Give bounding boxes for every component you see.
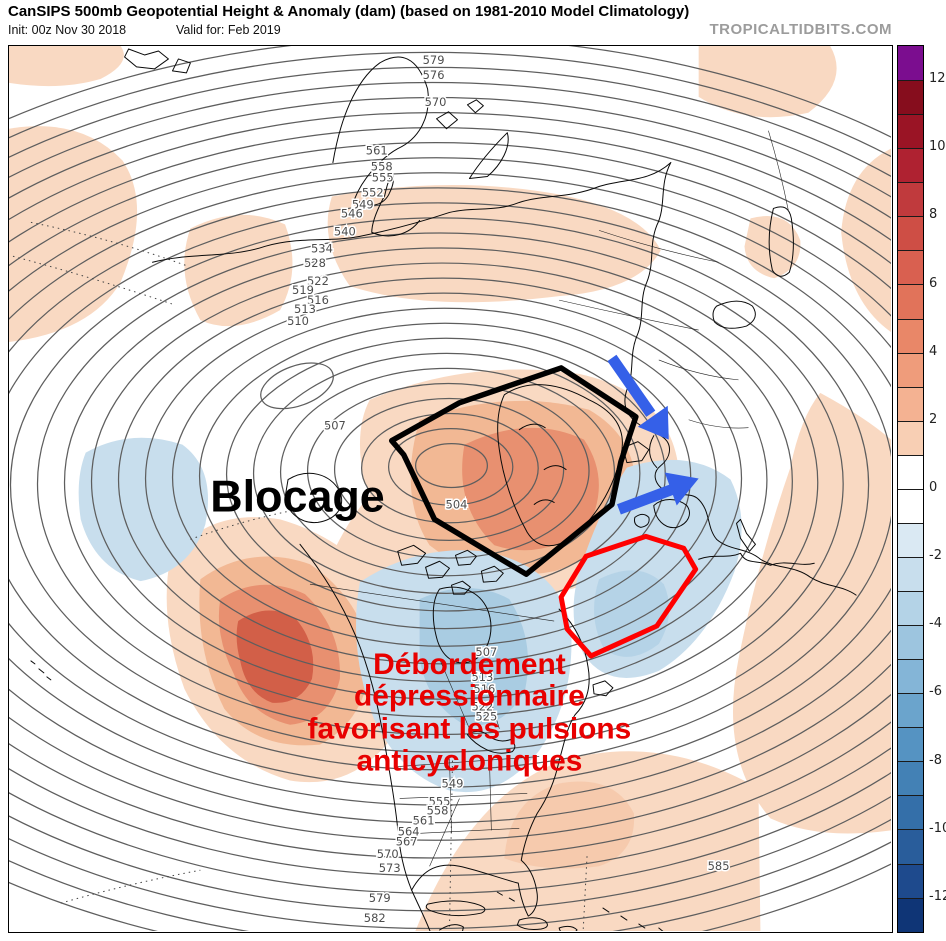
red-note-text: Débordement dépressionnaire favorisant l…: [308, 648, 632, 778]
depression-outline: [558, 533, 699, 659]
closed-low-contour: [260, 362, 334, 410]
colorbar-tick-label: -4: [929, 616, 942, 632]
init-time: Init: 00z Nov 30 2018: [8, 23, 127, 37]
map-frame: 579 576 570 561 558 555 552 549 546 540 534 528 522 5…: [8, 45, 893, 933]
blocage-label: Blocage: [210, 470, 384, 521]
svg-text:549: 549: [442, 776, 464, 790]
svg-text:534: 534: [311, 241, 333, 255]
colorbar-cell: [898, 727, 923, 762]
colorbar-cell: [898, 522, 923, 557]
contour-value-labels: 5795765705615585555525495465405345285225…: [286, 51, 731, 926]
svg-text:507: 507: [324, 419, 346, 433]
blocage-outline: [388, 365, 639, 577]
colorbar-cell: [898, 148, 923, 183]
colorbar-cell: [898, 386, 923, 421]
svg-text:555: 555: [429, 794, 451, 808]
valid-time: Valid for: Feb 2019: [176, 23, 281, 37]
colorbar-cell: [898, 863, 923, 898]
svg-text:558: 558: [371, 160, 393, 174]
colorbar-cell: [898, 488, 923, 523]
anomaly-colorbar: [897, 45, 924, 933]
svg-text:540: 540: [334, 224, 356, 238]
svg-text:564: 564: [398, 824, 420, 838]
flow-arrow-down-icon: [607, 354, 669, 440]
colorbar-tick-label: 6: [929, 275, 938, 291]
colorbar-cell: [898, 182, 923, 217]
colorbar-cell: [898, 591, 923, 626]
colorbar-tick-label: -8: [929, 752, 942, 768]
svg-text:570: 570: [377, 847, 399, 861]
svg-text:522: 522: [471, 700, 493, 714]
svg-text:573: 573: [379, 861, 401, 875]
colorbar-tick-label: -2: [929, 548, 942, 564]
svg-text:516: 516: [473, 682, 495, 696]
colorbar-cell: [898, 556, 923, 591]
svg-text:513: 513: [294, 302, 316, 316]
colorbar-cell: [898, 829, 923, 864]
colorbar-cell: [898, 795, 923, 830]
colorbar-tick-label: 2: [929, 411, 938, 427]
svg-text:525: 525: [475, 710, 497, 724]
svg-text:585: 585: [708, 859, 730, 873]
svg-text:552: 552: [362, 185, 384, 199]
svg-text:546: 546: [341, 206, 363, 220]
colorbar-tick-label: -10: [929, 820, 946, 836]
svg-text:favorisant les pulsions: favorisant les pulsions: [308, 713, 632, 746]
svg-text:510: 510: [287, 314, 309, 328]
colorbar-cell: [898, 761, 923, 796]
colorbar-tick-label: 12: [929, 71, 946, 87]
svg-text:549: 549: [352, 197, 374, 211]
svg-text:561: 561: [413, 813, 435, 827]
page-title: CanSIPS 500mb Geopotential Height & Anom…: [8, 3, 690, 20]
svg-text:516: 516: [307, 293, 329, 307]
svg-text:504: 504: [446, 497, 468, 511]
colorbar-cell: [898, 897, 923, 932]
colorbar-cell: [898, 318, 923, 353]
watermark: TROPICALTIDBITS.COM: [709, 21, 892, 38]
map-canvas: 5795765705615585555525495465405345285225…: [9, 46, 891, 931]
svg-text:513: 513: [471, 670, 493, 684]
svg-text:558: 558: [427, 803, 449, 817]
colorbar-tick-label: -6: [929, 684, 942, 700]
colorbar-cell: [898, 284, 923, 319]
svg-text:Débordement: Débordement: [373, 648, 566, 681]
colorbar-cell: [898, 80, 923, 115]
colorbar-tick-label: 0: [929, 480, 938, 495]
colorbar-cell: [898, 454, 923, 489]
colorbar-cell: [898, 352, 923, 387]
colorbar-cell: [898, 114, 923, 149]
svg-text:579: 579: [423, 53, 445, 67]
svg-text:528: 528: [304, 256, 326, 270]
positive-anomaly-shading: [9, 46, 891, 931]
svg-text:519: 519: [292, 283, 314, 297]
svg-text:582: 582: [364, 911, 386, 925]
negative-anomaly-shading: [78, 437, 742, 793]
svg-text:576: 576: [423, 68, 445, 82]
flow-arrow-right-icon: [617, 472, 699, 515]
colorbar-tick-label: 4: [929, 343, 938, 359]
svg-text:507: 507: [475, 645, 497, 659]
svg-text:567: 567: [396, 834, 418, 848]
colorbar-cell: [898, 216, 923, 251]
political-borders: [309, 130, 789, 867]
graticule-dotted-lines: [12, 221, 588, 931]
colorbar-cell: [898, 46, 923, 81]
colorbar-cell: [898, 250, 923, 285]
svg-text:561: 561: [366, 144, 388, 158]
svg-text:555: 555: [372, 171, 394, 185]
colorbar-tick-label: 10: [929, 139, 946, 155]
colorbar-cell: [898, 625, 923, 660]
svg-text:dépressionnaire: dépressionnaire: [354, 680, 585, 713]
colorbar-tick-label: -12: [929, 888, 946, 904]
svg-text:anticycloniques: anticycloniques: [357, 745, 583, 778]
colorbar-tick-label: 8: [929, 207, 938, 223]
colorbar-cell: [898, 659, 923, 694]
svg-text:579: 579: [369, 891, 391, 905]
svg-text:570: 570: [425, 95, 447, 109]
colorbar-cell: [898, 420, 923, 455]
colorbar-cell: [898, 693, 923, 728]
svg-text:522: 522: [307, 274, 329, 288]
